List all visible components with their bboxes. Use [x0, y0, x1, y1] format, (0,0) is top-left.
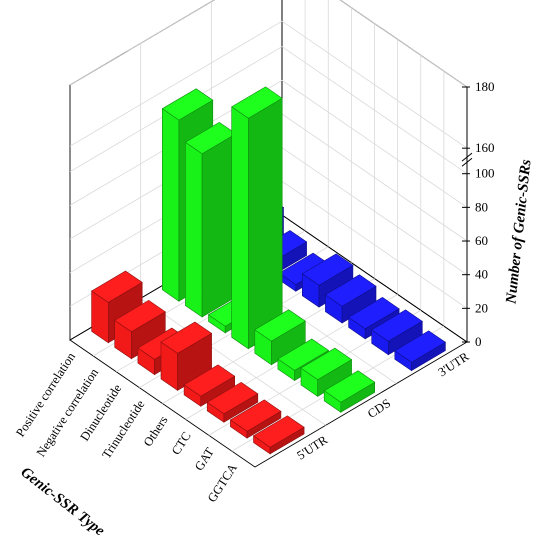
- x-axis-title: Genic-SSR Type: [18, 464, 108, 539]
- bar-utr-ggtca: [394, 330, 446, 372]
- bar-top: [161, 88, 214, 121]
- z-gridline: [69, 46, 468, 175]
- category-label: GAT: [192, 445, 217, 473]
- bar-top: [184, 121, 237, 155]
- bar-top: [323, 370, 376, 403]
- bar-top: [91, 270, 143, 303]
- bar-face: [201, 133, 237, 318]
- bar-top: [277, 338, 330, 371]
- z-axis-break-mark: [461, 152, 473, 162]
- bar-utr-gat: [229, 399, 282, 439]
- chart-bars: [91, 86, 446, 455]
- z-axis-title: Number of Genic-SSRs: [503, 158, 534, 305]
- z-tick-label: 0: [475, 334, 482, 349]
- bar-top: [114, 299, 166, 333]
- category-label: Positive correlation: [13, 349, 78, 439]
- z-tick-label: 40: [475, 267, 488, 282]
- bar-top: [324, 274, 377, 307]
- bar-cds-others: [254, 309, 306, 366]
- bar-face: [162, 108, 180, 302]
- bar-face: [248, 97, 283, 350]
- bar-top: [371, 309, 423, 342]
- region-label: 3'UTR: [436, 349, 472, 379]
- z-gridline: [69, 0, 468, 88]
- bar-top: [252, 415, 305, 448]
- z-axis-ticks: 0 20 40 60 80 100 160 180: [461, 79, 495, 349]
- bar-face: [231, 106, 249, 350]
- bar-top: [300, 347, 353, 380]
- bar-top: [394, 330, 446, 363]
- bar-utr-ctc: [206, 381, 259, 423]
- bar-top: [301, 253, 354, 286]
- bar-utr-gat: [371, 309, 423, 356]
- bar-top: [254, 309, 306, 342]
- bar-top: [183, 364, 236, 397]
- bar-top: [160, 321, 213, 354]
- bar-face: [185, 141, 203, 318]
- z-gridline: [69, 79, 468, 208]
- floor-gridline: [140, 298, 326, 426]
- z-tick-label: 180: [475, 79, 495, 94]
- bar-cds-gat: [300, 347, 353, 397]
- z-axis-break-mark: [461, 157, 473, 167]
- bar-cds-trinucleotide: [231, 86, 283, 350]
- category-label: Others: [141, 413, 171, 449]
- z-tick-label: 160: [475, 140, 495, 155]
- bar-cds-ggtca: [323, 370, 376, 413]
- bar-top: [348, 296, 400, 330]
- bar-utr-ggtca: [252, 415, 305, 455]
- bar-top: [229, 399, 282, 432]
- z-tick-label: 20: [475, 300, 488, 315]
- z-gridline: [69, 20, 468, 149]
- bar-utr-others: [183, 364, 236, 407]
- z-tick-label: 60: [475, 233, 488, 248]
- z-tick-label: 80: [475, 199, 488, 214]
- bar-utr-trinucleotide: [160, 321, 213, 391]
- category-label: GGTCA: [205, 461, 240, 505]
- bar-top: [231, 86, 283, 119]
- bar-cds-negative-correlation: [184, 121, 237, 318]
- category-label: Negative correlation: [34, 365, 102, 459]
- z-tick-label: 100: [475, 166, 495, 181]
- region-label: 5'UTR: [294, 432, 330, 462]
- category-label: CTC: [169, 429, 194, 457]
- bar-top: [206, 381, 259, 415]
